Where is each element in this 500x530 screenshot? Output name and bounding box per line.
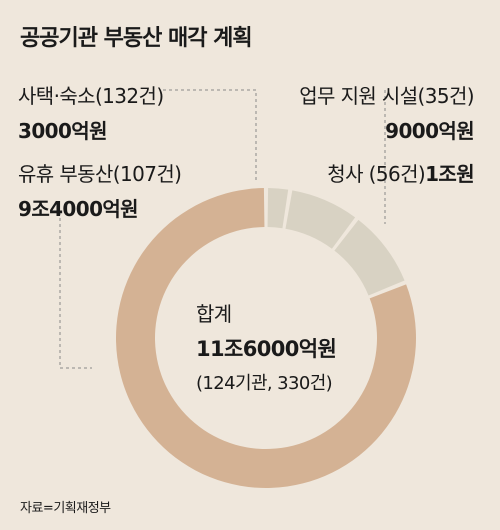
- label-idle-name: 유휴 부동산(107건): [18, 162, 182, 186]
- slice-housing: [267, 188, 289, 229]
- leader-lines: [59, 89, 386, 369]
- source-note: 자료=기획재정부: [20, 501, 111, 516]
- donut-slices: [116, 188, 417, 488]
- label-idle: 유휴 부동산(107건) 9조4000억원: [18, 158, 182, 222]
- label-office-name: 청사 (56건): [327, 162, 426, 186]
- center-subtitle: (124기관, 330건): [196, 373, 333, 394]
- label-office-value: 1조원: [425, 162, 475, 186]
- label-business: 업무 지원 시설(35건) 9000억원: [299, 80, 474, 144]
- slice-office: [334, 219, 405, 296]
- chart-title: 공공기관 부동산 매각 계획: [20, 26, 253, 51]
- label-business-name: 업무 지원 시설(35건): [299, 84, 474, 108]
- center-total: 11조6000억원: [196, 337, 337, 361]
- donut-center: 합계 11조6000억원 (124기관, 330건): [196, 298, 337, 395]
- label-housing: 사택·숙소(132건) 3000억원: [18, 80, 164, 144]
- leader-line-idle: [59, 212, 92, 369]
- label-housing-name: 사택·숙소(132건): [18, 84, 164, 108]
- label-business-value: 9000억원: [385, 119, 474, 143]
- center-label: 합계: [196, 302, 232, 326]
- leader-line-housing: [163, 89, 257, 182]
- label-office: 청사 (56건)1조원: [327, 158, 474, 187]
- slice-business: [285, 190, 356, 249]
- label-housing-value: 3000억원: [18, 119, 107, 143]
- label-idle-value: 9조4000억원: [18, 197, 139, 221]
